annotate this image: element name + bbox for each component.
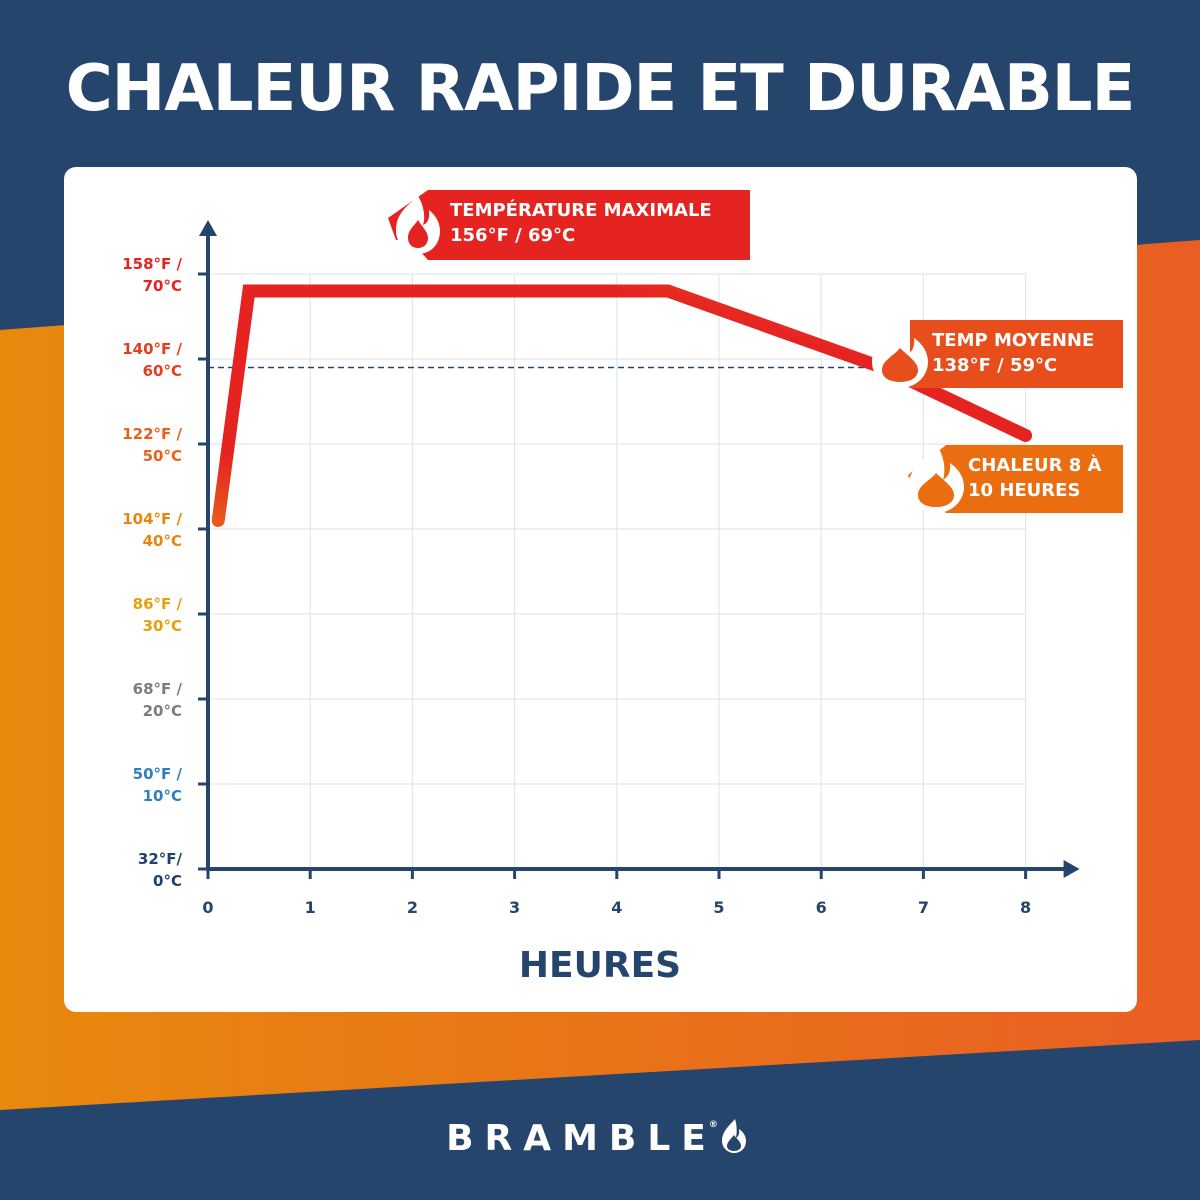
y-tick-label: 20°C bbox=[143, 702, 182, 720]
callout-max-background bbox=[388, 190, 750, 260]
callout-duration-line2: 10 HEURES bbox=[968, 480, 1081, 501]
y-tick-label: 140°F / bbox=[122, 340, 182, 358]
y-tick-label: 104°F / bbox=[122, 510, 182, 528]
series bbox=[211, 284, 1033, 527]
flame-icon bbox=[721, 1119, 746, 1153]
brand-logo: BRAMBLE® bbox=[0, 1118, 1200, 1159]
x-tick-label: 8 bbox=[1020, 898, 1031, 917]
y-tick-label: 40°C bbox=[143, 532, 182, 550]
x-axis-title: HEURES bbox=[519, 945, 681, 986]
x-axis-arrow bbox=[1063, 860, 1080, 878]
x-tick-label: 5 bbox=[713, 898, 724, 917]
y-tick-label: 86°F / bbox=[133, 595, 183, 613]
callout-duration-background bbox=[908, 445, 1123, 513]
y-tick-label: 122°F / bbox=[122, 425, 182, 443]
page-title: CHALEUR RAPIDE ET DURABLE bbox=[65, 52, 1136, 126]
callout-max-temperature: TEMPÉRATURE MAXIMALE 156°F / 69°C bbox=[388, 190, 750, 260]
callout-duration-line1: CHALEUR 8 À bbox=[968, 455, 1102, 476]
x-tick-label: 4 bbox=[611, 898, 622, 917]
callout-duration: CHALEUR 8 À 10 HEURES bbox=[906, 445, 1123, 513]
temperature-chart: 32°F/0°C50°F /10°C68°F /20°C86°F /30°C10… bbox=[122, 220, 1080, 986]
temperature-line bbox=[211, 284, 1033, 527]
callout-max-line2: 156°F / 69°C bbox=[450, 225, 576, 246]
callout-avg-background bbox=[872, 320, 1123, 388]
callout-avg-line1: TEMP MOYENNE bbox=[932, 330, 1095, 351]
y-tick-label: 158°F / bbox=[122, 255, 182, 273]
x-tick-label: 2 bbox=[407, 898, 418, 917]
x-tick-label: 6 bbox=[816, 898, 827, 917]
y-tick-label: 32°F/ bbox=[138, 850, 183, 868]
y-tick-label: 60°C bbox=[143, 362, 182, 380]
y-tick-label: 70°C bbox=[143, 277, 182, 295]
y-tick-labels: 32°F/0°C 50°F / 10°C 68°F / 20°C 86°F / 30°C 10… bbox=[122, 255, 182, 890]
y-axis-arrow bbox=[199, 220, 217, 236]
y-tick-label: 30°C bbox=[143, 617, 182, 635]
y-tick-label: 10°C bbox=[143, 787, 182, 805]
x-tick-label: 1 bbox=[305, 898, 316, 917]
axes bbox=[198, 220, 1080, 879]
x-tick-labels: 0 1 2 3 4 5 6 7 8 bbox=[202, 898, 1031, 917]
callout-average-temperature: TEMP MOYENNE 138°F / 59°C bbox=[870, 320, 1123, 388]
x-tick-label: 0 bbox=[202, 898, 213, 917]
y-tick-label: 68°F / bbox=[133, 680, 183, 698]
y-tick-label: 0°C bbox=[153, 872, 182, 890]
callout-avg-line2: 138°F / 59°C bbox=[932, 355, 1058, 376]
brand-registered-mark: ® bbox=[708, 1120, 718, 1130]
x-tick-label: 7 bbox=[918, 898, 929, 917]
y-tick-label: 50°C bbox=[143, 447, 182, 465]
x-tick-label: 3 bbox=[509, 898, 520, 917]
brand-name: BRAMBLE bbox=[446, 1118, 717, 1159]
y-tick-label: 50°F / bbox=[133, 765, 183, 783]
callout-max-line1: TEMPÉRATURE MAXIMALE bbox=[450, 200, 712, 221]
